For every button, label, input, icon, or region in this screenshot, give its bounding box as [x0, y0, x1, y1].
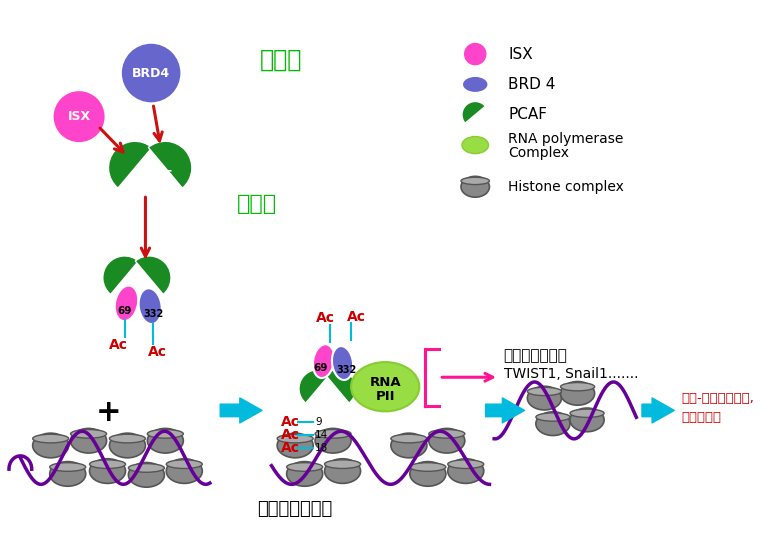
Ellipse shape	[448, 459, 484, 483]
Ellipse shape	[89, 459, 126, 483]
Ellipse shape	[448, 460, 484, 468]
Ellipse shape	[410, 461, 446, 486]
Ellipse shape	[71, 430, 107, 438]
FancyArrowPatch shape	[642, 398, 674, 423]
Ellipse shape	[277, 433, 313, 458]
Ellipse shape	[50, 461, 86, 486]
Text: 癌細胞轉移: 癌細胞轉移	[682, 411, 722, 424]
Ellipse shape	[110, 434, 146, 443]
Ellipse shape	[561, 382, 594, 405]
Text: Ac: Ac	[281, 428, 300, 442]
Text: 69: 69	[314, 363, 328, 373]
Ellipse shape	[351, 362, 419, 411]
Text: ISX: ISX	[508, 46, 533, 62]
Ellipse shape	[128, 464, 165, 472]
Ellipse shape	[110, 433, 146, 458]
Circle shape	[53, 90, 106, 143]
Ellipse shape	[147, 429, 184, 453]
Ellipse shape	[166, 460, 202, 468]
Wedge shape	[325, 370, 356, 403]
Ellipse shape	[536, 412, 570, 436]
Ellipse shape	[429, 429, 465, 453]
Text: 上皮-間質特性轉化,: 上皮-間質特性轉化,	[682, 391, 754, 405]
FancyArrowPatch shape	[485, 398, 524, 423]
Ellipse shape	[462, 136, 488, 153]
Text: Ac: Ac	[281, 415, 300, 429]
Wedge shape	[299, 370, 330, 403]
Ellipse shape	[89, 460, 126, 468]
Text: 細胞核: 細胞核	[237, 194, 277, 214]
Ellipse shape	[71, 429, 107, 453]
Text: Histone complex: Histone complex	[508, 180, 624, 194]
Ellipse shape	[527, 387, 562, 396]
Ellipse shape	[115, 286, 138, 321]
Wedge shape	[149, 141, 192, 188]
Wedge shape	[108, 141, 152, 188]
Ellipse shape	[315, 429, 351, 453]
Ellipse shape	[561, 383, 594, 391]
Text: TWIST1, Snail1.......: TWIST1, Snail1.......	[504, 367, 638, 382]
Ellipse shape	[325, 460, 360, 468]
Ellipse shape	[147, 430, 184, 438]
Ellipse shape	[287, 461, 322, 486]
Text: 69: 69	[117, 306, 132, 316]
Ellipse shape	[325, 459, 360, 483]
Text: Ac: Ac	[149, 345, 167, 359]
Wedge shape	[103, 256, 139, 294]
Ellipse shape	[462, 76, 488, 93]
Text: ISX: ISX	[68, 110, 91, 123]
Ellipse shape	[570, 409, 604, 417]
Circle shape	[463, 41, 488, 67]
Ellipse shape	[570, 408, 604, 432]
Text: PCAF: PCAF	[508, 107, 547, 122]
Ellipse shape	[536, 413, 570, 421]
Ellipse shape	[166, 459, 202, 483]
Text: 14: 14	[315, 430, 328, 440]
Text: 18: 18	[315, 443, 328, 453]
Text: 332: 332	[336, 365, 357, 375]
Ellipse shape	[315, 430, 351, 438]
FancyArrowPatch shape	[220, 398, 262, 423]
Ellipse shape	[128, 462, 165, 487]
Text: Ac: Ac	[281, 441, 300, 455]
Ellipse shape	[287, 462, 322, 471]
Text: Ac: Ac	[316, 311, 335, 325]
Ellipse shape	[50, 462, 86, 471]
Ellipse shape	[332, 346, 353, 380]
Text: Ac: Ac	[347, 310, 367, 324]
Ellipse shape	[139, 288, 162, 324]
Ellipse shape	[33, 434, 69, 443]
Text: 癌細胞轉移基因: 癌細胞轉移基因	[504, 348, 568, 363]
Text: RNA polymerase: RNA polymerase	[508, 132, 624, 146]
Text: Complex: Complex	[508, 146, 569, 159]
Ellipse shape	[410, 462, 446, 471]
Ellipse shape	[277, 434, 313, 443]
Ellipse shape	[391, 434, 427, 443]
Text: 332: 332	[144, 308, 164, 319]
Text: 細胞質: 細胞質	[260, 48, 303, 72]
Ellipse shape	[391, 433, 427, 458]
Ellipse shape	[313, 344, 335, 378]
Ellipse shape	[461, 176, 489, 197]
Text: 9: 9	[315, 417, 322, 427]
Wedge shape	[135, 256, 171, 294]
Text: RNA: RNA	[370, 376, 401, 389]
Text: 染色質構形重塑: 染色質構形重塑	[258, 500, 333, 518]
Text: BRD4: BRD4	[132, 67, 170, 80]
Text: PII: PII	[376, 390, 395, 403]
Circle shape	[121, 43, 181, 103]
Ellipse shape	[461, 177, 489, 185]
Ellipse shape	[429, 430, 465, 438]
Text: PCAF: PCAF	[139, 169, 173, 182]
Ellipse shape	[33, 433, 69, 458]
Text: BRD 4: BRD 4	[508, 77, 555, 92]
Text: Ac: Ac	[110, 338, 129, 352]
Ellipse shape	[527, 386, 562, 410]
Text: +: +	[96, 398, 121, 427]
Wedge shape	[462, 102, 485, 123]
